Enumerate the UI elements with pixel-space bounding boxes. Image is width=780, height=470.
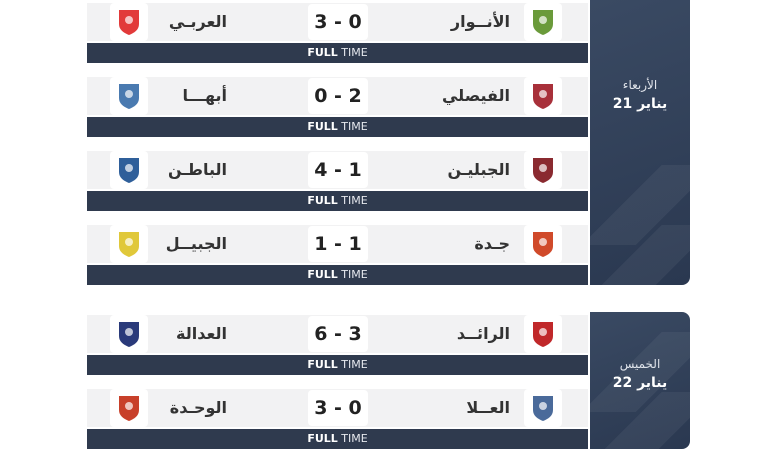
match-list: العدالة 6 - 3 الرائــد FULL TIME الوحـدة…	[87, 315, 588, 463]
match-item[interactable]: الجبيــل 1 - 1 جـدة FULL TIME	[87, 225, 588, 299]
home-team-logo-icon	[524, 225, 562, 263]
away-team-logo-icon	[110, 151, 148, 189]
home-team-name: جـدة	[474, 234, 510, 253]
panel-decoration	[590, 165, 690, 245]
away-team-name: العربـي	[168, 12, 227, 31]
date-panel: الأربعاء 21 يناير	[590, 0, 690, 285]
away-team-name: الوحـدة	[169, 398, 227, 417]
match-row: الجبيــل 1 - 1 جـدة	[87, 225, 588, 263]
match-row: العدالة 6 - 3 الرائــد	[87, 315, 588, 353]
match-score: 3 - 0	[308, 390, 368, 426]
status-rest: TIME	[341, 268, 368, 281]
panel-decoration	[590, 225, 690, 285]
match-item[interactable]: الباطـن 4 - 1 الجبليـن FULL TIME	[87, 151, 588, 225]
match-list: العربـي 3 - 0 الأنــوار FULL TIME أبهـــ…	[87, 3, 588, 299]
match-row: أبهـــا 0 - 2 الفيصلي	[87, 77, 588, 115]
date-panel: الخميس 22 يناير	[590, 312, 690, 449]
status-bold: FULL	[307, 120, 338, 133]
match-status-bar: FULL TIME	[87, 355, 588, 375]
match-status-bar: FULL TIME	[87, 43, 588, 63]
home-team-name: الفيصلي	[441, 86, 510, 105]
match-status-bar: FULL TIME	[87, 191, 588, 211]
home-team-name: الأنــوار	[450, 12, 510, 31]
away-team-name: الباطـن	[168, 160, 227, 179]
away-team-name: العدالة	[176, 324, 227, 343]
away-team-logo-icon	[110, 315, 148, 353]
home-team-logo-icon	[524, 389, 562, 427]
day-group-2: العدالة 6 - 3 الرائــد FULL TIME الوحـدة…	[87, 312, 691, 449]
home-team-name: الجبليـن	[447, 160, 510, 179]
away-team-logo-icon	[110, 389, 148, 427]
match-score: 3 - 0	[308, 4, 368, 40]
home-team-name: العــلا	[466, 398, 510, 417]
match-score: 1 - 1	[308, 226, 368, 262]
status-bold: FULL	[307, 358, 338, 371]
match-status-bar: FULL TIME	[87, 429, 588, 449]
status-bold: FULL	[307, 432, 338, 445]
panel-decoration	[590, 332, 690, 412]
home-team-logo-icon	[524, 77, 562, 115]
match-item[interactable]: العدالة 6 - 3 الرائــد FULL TIME	[87, 315, 588, 389]
day-name: الخميس	[619, 357, 661, 371]
away-team-logo-icon	[110, 77, 148, 115]
match-item[interactable]: أبهـــا 0 - 2 الفيصلي FULL TIME	[87, 77, 588, 151]
match-score: 0 - 2	[308, 78, 368, 114]
home-team-name: الرائــد	[456, 324, 510, 343]
status-rest: TIME	[341, 120, 368, 133]
panel-decoration	[590, 392, 690, 449]
match-score: 4 - 1	[308, 152, 368, 188]
match-row: العربـي 3 - 0 الأنــوار	[87, 3, 588, 41]
day-group-1: العربـي 3 - 0 الأنــوار FULL TIME أبهـــ…	[87, 0, 691, 285]
match-row: الباطـن 4 - 1 الجبليـن	[87, 151, 588, 189]
match-item[interactable]: الوحـدة 3 - 0 العــلا FULL TIME	[87, 389, 588, 463]
home-team-logo-icon	[524, 315, 562, 353]
home-team-logo-icon	[524, 151, 562, 189]
away-team-logo-icon	[110, 3, 148, 41]
match-status-bar: FULL TIME	[87, 265, 588, 285]
match-item[interactable]: العربـي 3 - 0 الأنــوار FULL TIME	[87, 3, 588, 77]
away-team-name: الجبيــل	[165, 234, 227, 253]
status-rest: TIME	[341, 46, 368, 59]
match-row: الوحـدة 3 - 0 العــلا	[87, 389, 588, 427]
home-team-logo-icon	[524, 3, 562, 41]
match-score: 6 - 3	[308, 316, 368, 352]
day-name: الأربعاء	[622, 78, 658, 92]
status-bold: FULL	[307, 194, 338, 207]
status-rest: TIME	[341, 432, 368, 445]
match-status-bar: FULL TIME	[87, 117, 588, 137]
status-bold: FULL	[307, 46, 338, 59]
status-rest: TIME	[341, 194, 368, 207]
date-label: 22 يناير	[612, 375, 668, 391]
away-team-name: أبهـــا	[182, 86, 227, 105]
away-team-logo-icon	[110, 225, 148, 263]
status-bold: FULL	[307, 268, 338, 281]
status-rest: TIME	[341, 358, 368, 371]
date-label: 21 يناير	[612, 96, 668, 112]
